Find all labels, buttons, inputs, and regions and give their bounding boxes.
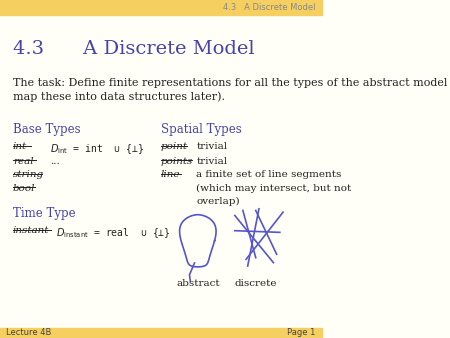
Text: Base Types: Base Types [13,123,81,136]
Text: string: string [13,170,44,179]
Text: bool: bool [13,184,36,193]
Text: int: int [13,142,27,151]
Text: 4.3   A Discrete Model: 4.3 A Discrete Model [223,3,315,12]
Text: Spatial Types: Spatial Types [161,123,242,136]
Text: instant: instant [13,226,49,235]
Text: $D_{\mathrm{instant}}$ = real  ∪ {⊥}: $D_{\mathrm{instant}}$ = real ∪ {⊥} [56,226,171,240]
Bar [0,328,322,337]
Text: Lecture 4B: Lecture 4B [6,328,52,337]
Text: Page 1: Page 1 [287,328,315,337]
Text: point: point [161,142,188,151]
Text: trivial: trivial [196,142,227,151]
Text: abstract: abstract [176,279,220,288]
Text: real: real [13,156,33,166]
Text: a finite set of line segments: a finite set of line segments [196,170,342,179]
Text: points: points [161,156,193,166]
Text: Time Type: Time Type [13,207,76,220]
Text: 4.3  A Discrete Model: 4.3 A Discrete Model [13,41,255,58]
Text: ...: ... [50,156,59,166]
Text: overlap): overlap) [196,197,240,206]
Bar [0,0,322,15]
Text: trivial: trivial [196,156,227,166]
Text: discrete: discrete [234,279,277,288]
Text: The task: Define finite representations for all the types of the abstract model : The task: Define finite representations … [13,77,450,102]
Text: (which may intersect, but not: (which may intersect, but not [196,184,351,193]
Text: line: line [161,170,180,179]
Text: $D_{\mathrm{int}}$ = int  ∪ {⊥}: $D_{\mathrm{int}}$ = int ∪ {⊥} [50,142,144,156]
